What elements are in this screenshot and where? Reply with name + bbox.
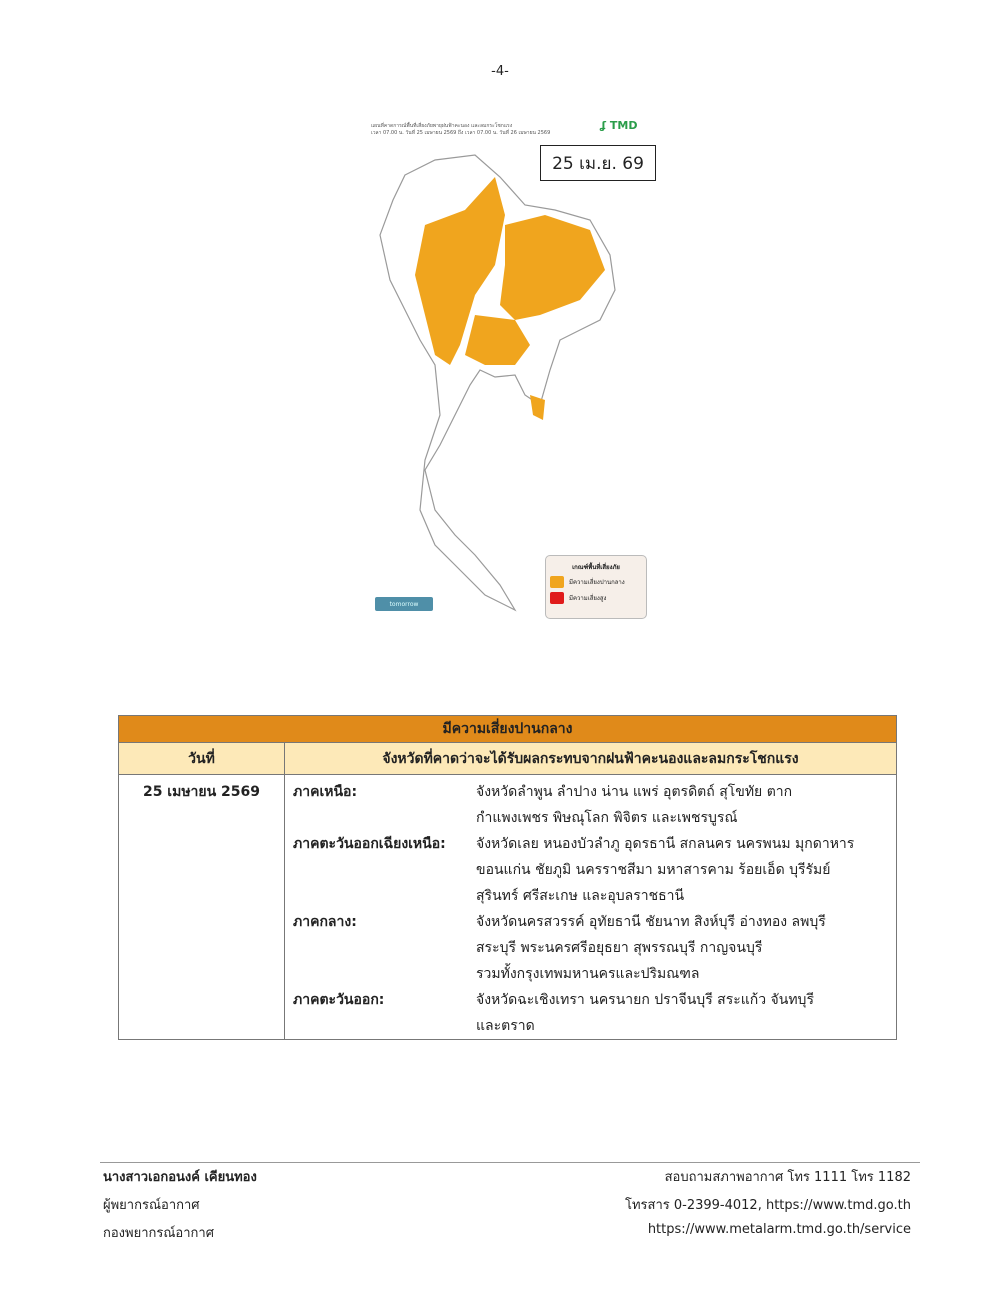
- legend-item-moderate: มีความเสี่ยงปานกลาง: [550, 576, 642, 588]
- moderate-risk-area-east: [530, 395, 545, 420]
- tmd-logo: ʆ TMD: [600, 119, 638, 132]
- page-number: -4-: [491, 64, 509, 79]
- moderate-risk-area-central: [465, 315, 530, 365]
- metalarm-link[interactable]: https://www.metalarm.tmd.go.th/service: [647, 1222, 911, 1237]
- forecaster-name: นางสาวเอกอนงค์ เคียนทอง: [103, 1170, 257, 1185]
- header-date: วันที่: [118, 742, 285, 775]
- table-title: มีความเสี่ยงปานกลาง: [118, 715, 897, 743]
- region-central: ภาคกลาง: จังหวัดนครสวรรค์ อุทัยธานี ชัยน…: [293, 914, 826, 982]
- contact-fax-website[interactable]: โทรสาร 0-2399-4012, https://www.tmd.go.t…: [625, 1198, 911, 1213]
- thailand-map-graphic: [379, 154, 616, 612]
- provinces-cell: ภาคเหนือ: จังหวัดลำพูน ลำปาง น่าน แพร่ อ…: [284, 774, 897, 1040]
- date-cell: 25 เมษายน 2569: [118, 774, 285, 1040]
- map-date-label: 25 เม.ย. 69: [540, 145, 656, 181]
- risk-table: มีความเสี่ยงปานกลาง วันที่ จังหวัดที่คาด…: [118, 715, 897, 1040]
- moderate-risk-area-north: [415, 177, 505, 365]
- forecaster-division: กองพยากรณ์อากาศ: [103, 1226, 214, 1241]
- forecaster-title: ผู้พยากรณ์อากาศ: [103, 1198, 200, 1213]
- region-northeast: ภาคตะวันออกเฉียงเหนือ: จังหวัดเลย หนองบั…: [293, 836, 855, 904]
- contact-phone: สอบถามสภาพอากาศ โทร 1111 โทร 1182: [664, 1170, 911, 1185]
- footer-divider: [100, 1162, 920, 1163]
- region-north: ภาคเหนือ: จังหวัดลำพูน ลำปาง น่าน แพร่ อ…: [293, 784, 793, 826]
- region-east: ภาคตะวันออก: จังหวัดฉะเชิงเทรา นครนายก ป…: [293, 992, 814, 1034]
- legend-item-high: มีความเสี่ยงสูง: [550, 592, 642, 604]
- legend-swatch: [550, 576, 564, 588]
- moderate-risk-area-northeast: [500, 215, 605, 320]
- header-provinces: จังหวัดที่คาดว่าจะได้รับผลกระทบจากฝนฟ้าค…: [284, 742, 897, 775]
- map-legend: เกณฑ์พื้นที่เสี่ยงภัย มีความเสี่ยงปานกลา…: [545, 555, 647, 619]
- legend-swatch: [550, 592, 564, 604]
- table-row: 25 เมษายน 2569 ภาคเหนือ: จังหวัดลำพูน ลำ…: [118, 774, 897, 1040]
- tomorrow-button[interactable]: tomorrow: [375, 597, 433, 611]
- map-title: แผนที่คาดการณ์พื้นที่เสี่ยงภัยพายุฝนฟ้าค…: [371, 123, 551, 136]
- risk-map: แผนที่คาดการณ์พื้นที่เสี่ยงภัยพายุฝนฟ้าค…: [365, 115, 660, 623]
